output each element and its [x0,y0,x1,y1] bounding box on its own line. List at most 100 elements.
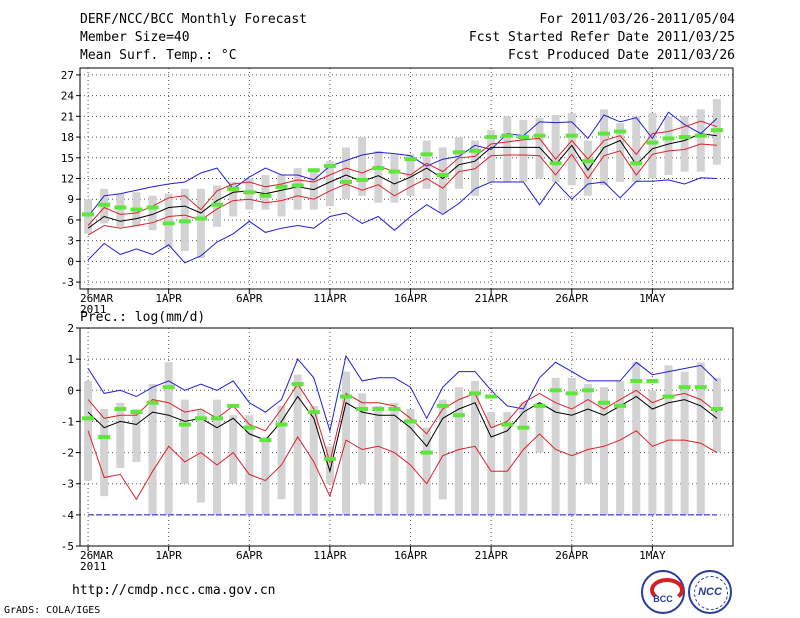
temp-ytick-label: 21 [61,110,74,123]
prec-ytick-label: -3 [61,478,74,491]
prec-observed-mark [162,385,175,390]
prec-box [293,374,302,515]
prec-box [487,412,496,515]
prec-title: Prec.: log(mm/d) [80,310,205,325]
prec-ensemble-max-line [87,354,718,433]
prec-xtick-label: 2011 [80,560,107,573]
prec-xtick-label: 26APR [555,549,588,562]
prec-box [503,412,512,515]
temp-ytick-label: 18 [61,131,74,144]
grads-credit: GrADS: COLA/IGES [4,605,101,616]
prec-observed-mark [178,422,191,427]
temp-box [664,116,673,176]
prec-box [438,399,447,500]
temp-box [374,150,383,203]
temp-observed-mark [517,135,530,140]
chart-title: DERF/NCC/BCC Monthly Forecast [80,12,307,27]
temp-observed-mark [130,207,143,212]
temp-ensemble-upper-line [87,120,718,226]
temp-ensemble-min-line [87,177,717,264]
temp-ytick-label: 24 [61,90,75,103]
prec-box [180,399,189,484]
temp-box [325,161,334,207]
temp-observed-mark [533,133,546,138]
temp-observed-mark [82,212,95,217]
prec-observed-mark [404,419,417,424]
temp-observed-mark [694,133,707,138]
prec-box [325,446,334,484]
temp-box [390,154,399,203]
prec-box [696,362,705,515]
prec-box [261,437,270,515]
prec-observed-mark [211,416,224,421]
temp-observed-mark [646,140,659,145]
temp-xtick-label: 26MAR [80,292,113,305]
temp-observed-mark [710,128,723,133]
prec-observed-mark [291,382,304,387]
temp-observed-mark [211,202,224,207]
temp-observed-mark [194,216,207,221]
forecast-period: For 2011/03/26-2011/05/04 [539,12,735,27]
temp-observed-mark [178,219,191,224]
prec-box [132,408,141,462]
temp-observed-mark [581,159,594,164]
bcc-logo: BCC [641,570,685,614]
forecast-produced-date: Fcst Produced Date 2011/03/26 [508,48,735,63]
temp-observed-mark [565,133,578,138]
temp-observed-mark [452,150,465,155]
temp-box [309,171,318,210]
prec-observed-mark [307,410,320,415]
prec-box [309,405,318,515]
member-size: Member Size=40 [80,30,190,45]
prec-observed-mark [517,425,530,430]
prec-xtick-label: 1APR [155,549,182,562]
prec-observed-mark [533,403,546,408]
prec-observed-mark [646,378,659,383]
prec-observed-mark [259,438,272,443]
temp-box [261,175,270,210]
temp-ytick-label: -3 [61,276,74,289]
temp-box [164,193,173,248]
prec-box [245,415,254,515]
temp-observed-mark [485,135,498,140]
prec-box [583,384,592,484]
prec-box [164,362,173,515]
temp-observed-mark [404,157,417,162]
temp-xtick-label: 1APR [155,292,182,305]
prec-observed-mark [420,450,433,455]
temp-observed-mark [146,205,159,210]
prec-ensemble-lower-line [87,430,718,501]
temp-box [583,140,592,196]
temp-ensemble-mean-line [87,133,717,229]
prec-observed-mark [485,394,498,399]
temp-box [632,116,641,182]
temp-box [438,147,447,214]
temp-ytick-label: 15 [61,152,74,165]
temp-observed-mark [549,161,562,166]
prec-xtick-label: 6APR [236,549,263,562]
temp-xtick-label: 16APR [394,292,427,305]
temp-xtick-label: 11APR [313,292,346,305]
prec-box [229,415,238,484]
prec-observed-mark [356,406,369,411]
prec-frame [79,327,734,547]
prec-observed-mark [565,391,578,396]
temp-observed-mark [678,135,691,140]
temp-box [196,188,205,258]
temp-observed-mark [291,183,304,188]
prec-xtick-label: 16APR [394,549,427,562]
forecast-started-date: Fcst Started Refer Date 2011/03/25 [468,30,735,45]
prec-box [148,384,157,515]
temp-observed-mark [243,190,256,195]
prec-observed-mark [243,425,256,430]
prec-box [213,399,222,515]
prec-box [616,380,625,515]
temp-box [680,116,689,172]
prec-observed-mark [710,406,723,411]
temp-box [503,116,512,182]
prec-box [390,402,399,515]
temp-observed-mark [420,152,433,157]
prec-box [519,402,528,515]
temp-observed-mark [356,177,369,182]
